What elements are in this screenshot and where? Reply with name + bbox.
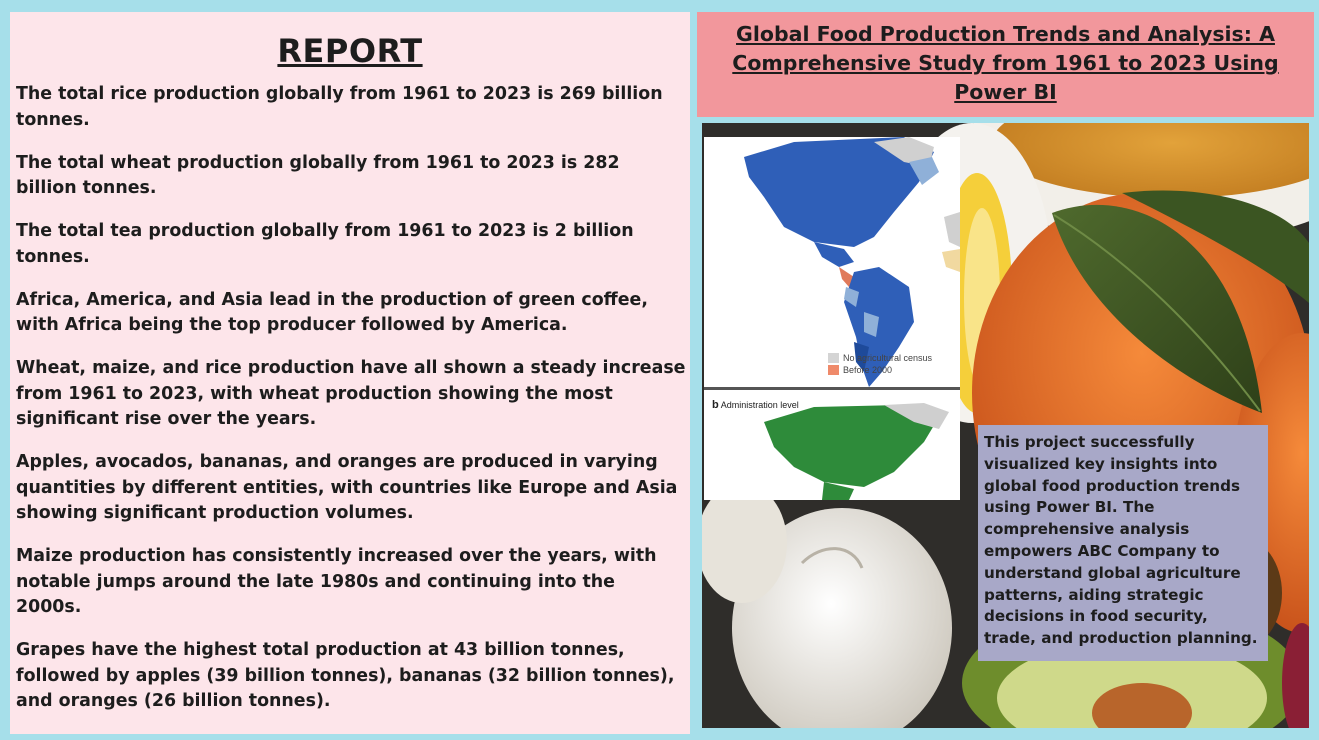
finding-rice: The total rice production globally from … bbox=[16, 84, 663, 130]
legend-entry-no-census: No agricultural census bbox=[828, 352, 932, 364]
finding-fruits: Apples, avocados, bananas, and oranges a… bbox=[16, 452, 678, 523]
summary-box: This project successfully visualized key… bbox=[978, 425, 1268, 661]
finding-grapes: Grapes have the highest total production… bbox=[16, 640, 675, 711]
finding-coffee: Africa, America, and Asia lead in the pr… bbox=[16, 289, 648, 336]
finding-wheat: The total wheat production globally from… bbox=[16, 152, 620, 199]
findings-list: The total rice production globally from … bbox=[16, 82, 686, 732]
summary-text: This project successfully visualized key… bbox=[984, 433, 1258, 648]
legend-label-before-2000: Before 2000 bbox=[843, 365, 893, 375]
panel-b-label: b Administration level bbox=[712, 399, 799, 411]
main-title: Global Food Production Trends and Analys… bbox=[732, 22, 1279, 104]
report-title: REPORT bbox=[277, 32, 423, 70]
legend-swatch-no-census bbox=[828, 353, 839, 363]
legend-swatch-before-2000 bbox=[828, 365, 839, 375]
legend-entry-before-2000: Before 2000 bbox=[828, 364, 932, 376]
report-panel: REPORT The total rice production globall… bbox=[10, 12, 690, 734]
finding-cereals: Wheat, maize, and rice production have a… bbox=[16, 358, 686, 429]
panel-b-text: Administration level bbox=[720, 400, 799, 410]
map-legend: No agricultural census Before 2000 bbox=[828, 352, 932, 376]
finding-tea: The total tea production globally from 1… bbox=[16, 221, 634, 267]
map-figure: No agricultural census Before 2000 b Adm… bbox=[704, 137, 960, 500]
finding-maize: Maize production has consistently increa… bbox=[16, 546, 657, 617]
americas-map bbox=[704, 137, 960, 500]
panel-b-letter: b bbox=[712, 399, 719, 411]
title-box: Global Food Production Trends and Analys… bbox=[697, 12, 1314, 117]
legend-label-no-census: No agricultural census bbox=[843, 353, 933, 363]
